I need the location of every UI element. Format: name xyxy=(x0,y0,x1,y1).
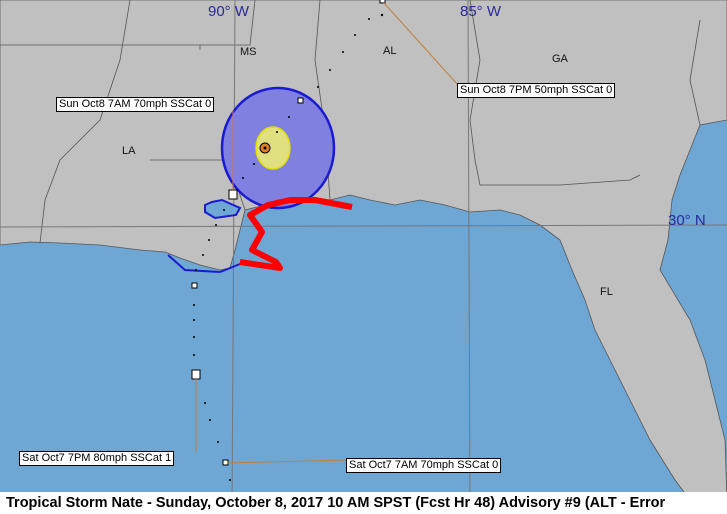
state-label: MS xyxy=(240,46,257,58)
state-label: LA xyxy=(122,145,136,157)
state-label: AL xyxy=(383,45,397,57)
latitude-label: 30° N xyxy=(668,212,706,229)
state-borders xyxy=(0,0,701,244)
state-label: GA xyxy=(552,53,568,65)
track-points xyxy=(193,13,384,481)
state-label: FL xyxy=(600,286,613,298)
forecast-label: Sun Oct8 7AM 70mph SSCat 0 xyxy=(56,97,215,112)
lake-watch xyxy=(204,198,242,220)
warning-line xyxy=(239,197,353,271)
forecast-label: Sun Oct8 7PM 50mph SSCat 0 xyxy=(457,83,616,98)
forecast-label: Sat Oct7 7AM 70mph SSCat 0 xyxy=(346,458,502,473)
watch-line xyxy=(167,254,246,274)
longitude-label: 90° W xyxy=(208,3,250,20)
inner-cone xyxy=(255,126,291,170)
label-leaders xyxy=(195,2,459,464)
forecast-label: Sat Oct7 7PM 80mph SSCat 1 xyxy=(19,451,175,466)
longitude-label: 85° W xyxy=(460,3,502,20)
map-caption: Tropical Storm Nate - Sunday, October 8,… xyxy=(0,492,727,514)
